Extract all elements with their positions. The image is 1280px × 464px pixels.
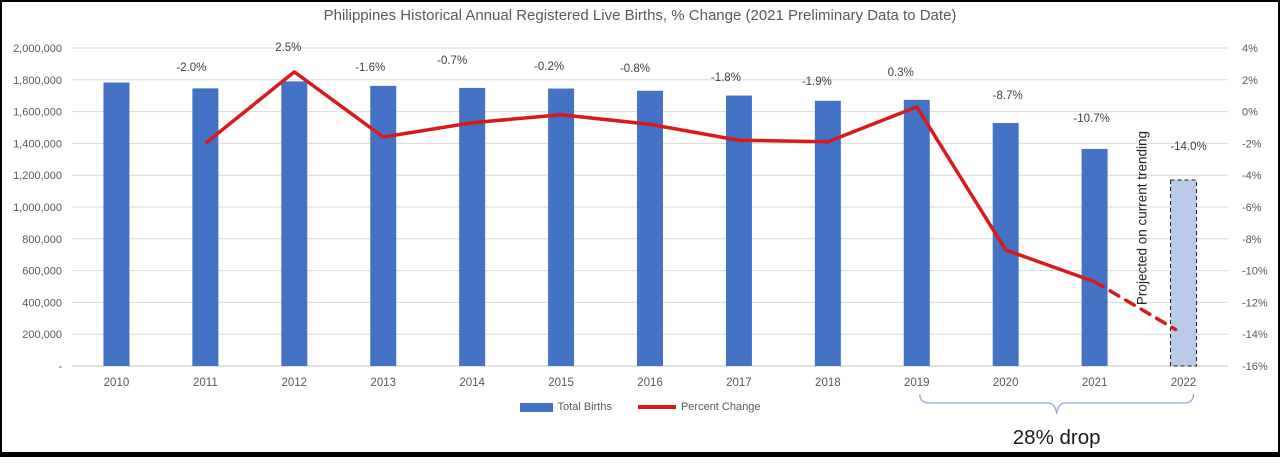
bar-2021[interactable] [1081, 148, 1108, 366]
bar-2013[interactable] [370, 85, 397, 366]
bar-2015[interactable] [548, 88, 575, 367]
left-axis-tick: 800,000 [22, 234, 62, 246]
bar-2017[interactable] [725, 95, 752, 366]
x-axis-tick-2013: 2013 [370, 377, 396, 389]
bar-2014[interactable] [459, 87, 486, 366]
right-axis-tick: -4% [1242, 170, 1262, 182]
right-axis-tick: 0% [1242, 107, 1258, 119]
data-label-2021: -10.7% [1073, 113, 1109, 125]
data-label-2020: -8.7% [993, 90, 1023, 102]
right-axis-tick: -6% [1242, 202, 1262, 214]
right-axis-tick: -14% [1242, 329, 1268, 341]
right-axis-tick: -12% [1242, 297, 1268, 309]
data-label-2019: 0.3% [888, 67, 914, 79]
bar-2020[interactable] [992, 123, 1019, 366]
x-axis-tick-2012: 2012 [282, 377, 308, 389]
data-label-2016: -0.8% [620, 63, 650, 75]
bar-series-swatch-icon [519, 402, 553, 412]
legend-item-percent-change[interactable]: Percent Change [637, 401, 761, 413]
x-axis-tick-2021: 2021 [1082, 377, 1108, 389]
line-series-swatch-icon [637, 405, 676, 409]
x-axis-tick-2020: 2020 [993, 377, 1019, 389]
left-axis-tick: 200,000 [22, 329, 62, 341]
left-axis-tick: 400,000 [22, 297, 62, 309]
x-axis-tick-2011: 2011 [193, 377, 218, 389]
x-axis-tick-2017: 2017 [726, 377, 752, 389]
percent-change-line-projected[interactable] [1092, 279, 1178, 332]
right-axis-tick: -10% [1242, 266, 1268, 278]
left-axis-tick: 1,600,000 [13, 107, 62, 119]
left-axis-tick: 1,400,000 [13, 138, 62, 150]
right-axis-tick: 4% [1242, 43, 1258, 55]
legend-label-total-births: Total Births [557, 401, 612, 413]
legend-label-percent-change: Percent Change [680, 401, 761, 413]
bar-2016[interactable] [637, 90, 663, 366]
projected-note-annotation: Projected on current trending [1135, 131, 1150, 305]
data-label-2022: -14.0% [1170, 141, 1206, 153]
right-axis-tick: -16% [1242, 361, 1268, 373]
bar-2012[interactable] [281, 81, 308, 366]
x-axis-tick-2010: 2010 [104, 377, 130, 389]
drop-brace-icon [919, 393, 1195, 415]
left-axis-tick: 600,000 [22, 266, 62, 278]
bar-2022[interactable] [1170, 179, 1198, 367]
chart-title: Philippines Historical Annual Registered… [323, 7, 957, 24]
legend: Total Births Percent Change [0, 401, 1280, 413]
data-label-2012: 2.5% [275, 42, 301, 54]
x-axis-tick-2022: 2022 [1171, 377, 1197, 389]
legend-item-total-births[interactable]: Total Births [519, 401, 612, 413]
x-axis-tick-2019: 2019 [904, 377, 930, 389]
x-axis-tick-2015: 2015 [548, 377, 574, 389]
bar-2018[interactable] [814, 100, 841, 367]
x-axis-tick-2014: 2014 [459, 377, 485, 389]
data-label-2011: -2.0% [176, 62, 206, 74]
drop-brace-label: 28% drop [1013, 426, 1101, 449]
left-axis-tick: 2,000,000 [13, 43, 62, 55]
x-axis-tick-2018: 2018 [815, 377, 841, 389]
left-axis-tick: 1,000,000 [13, 202, 62, 214]
left-axis-tick: 1,800,000 [13, 75, 62, 87]
right-axis-tick: -2% [1242, 138, 1262, 150]
bar-2010[interactable] [103, 82, 130, 367]
data-label-2013: -1.6% [355, 62, 385, 74]
left-axis-tick: 1,200,000 [13, 170, 62, 182]
data-label-2018: -1.9% [802, 76, 832, 88]
data-label-2015: -0.2% [534, 61, 564, 73]
x-axis-tick-2016: 2016 [637, 377, 663, 389]
data-label-2014: -0.7% [437, 55, 467, 67]
right-axis-tick: -8% [1242, 234, 1262, 246]
right-axis-tick: 2% [1242, 75, 1258, 87]
bar-2011[interactable] [192, 88, 219, 367]
bar-2019[interactable] [903, 99, 930, 367]
data-label-2017: -1.8% [711, 72, 741, 84]
percent-change-line[interactable] [204, 70, 1096, 284]
left-axis-tick: - [58, 361, 62, 373]
